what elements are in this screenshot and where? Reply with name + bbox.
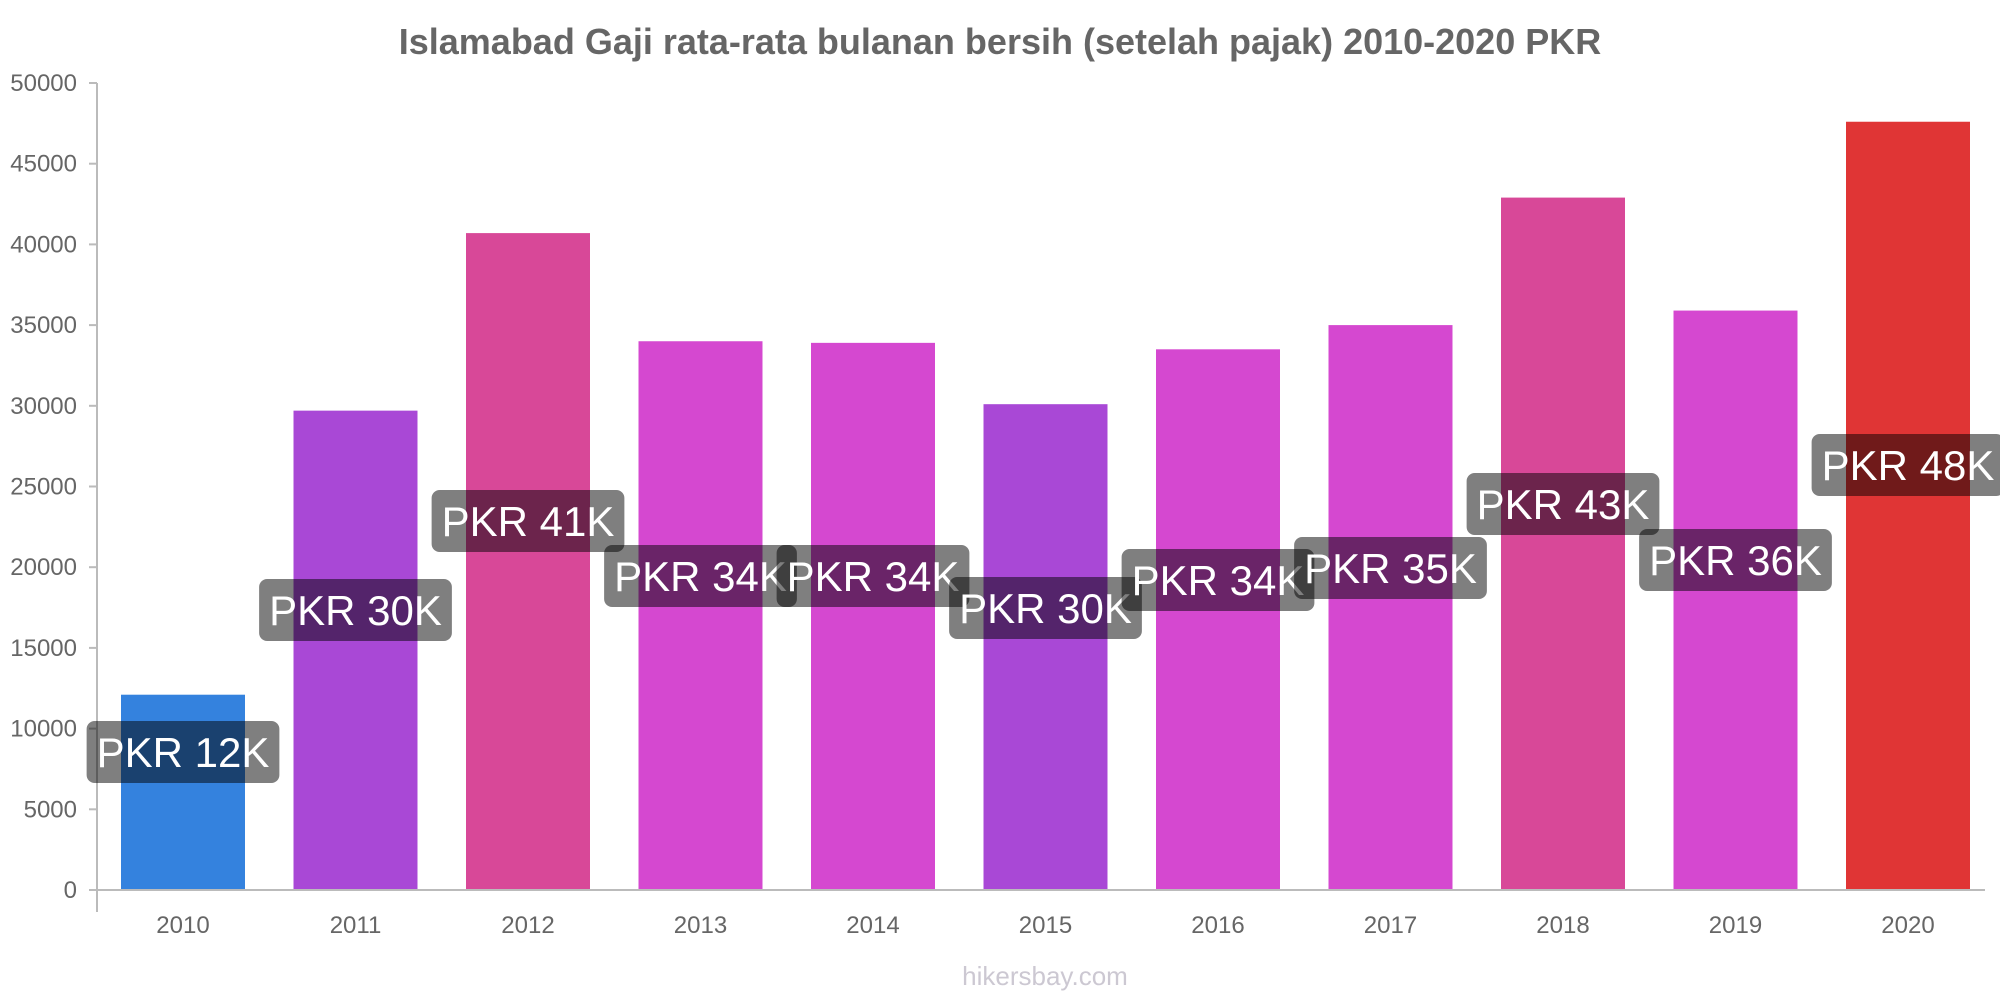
data-label-text: PKR 12K xyxy=(97,729,270,776)
data-label-box xyxy=(949,577,1142,639)
y-tick-label: 45000 xyxy=(10,151,77,178)
y-axis: 0 5000 10000 15000 20000 25000 30000 35000 40000… xyxy=(10,70,98,912)
x-tick-label: 2018 xyxy=(1536,912,1589,939)
chart-title: Islamabad Gaji rata-rata bulanan bersih … xyxy=(399,21,1602,62)
bar-2018 xyxy=(1501,197,1625,890)
x-tick-label: 2015 xyxy=(1019,912,1072,939)
y-tick-label: 30000 xyxy=(10,393,77,420)
bar-2015 xyxy=(983,404,1108,890)
data-label-box xyxy=(259,579,452,641)
y-tick-label: 15000 xyxy=(10,635,77,662)
y-tick-label: 40000 xyxy=(10,231,77,258)
data-label-box xyxy=(1639,529,1832,591)
data-label-box xyxy=(1811,434,2000,496)
data-label: PKR 34K xyxy=(604,545,797,607)
x-tick-label: 2013 xyxy=(674,912,727,939)
data-label-text: PKR 30K xyxy=(269,587,442,634)
data-label-box xyxy=(1466,473,1660,535)
data-label-text: PKR 34K xyxy=(1132,557,1305,604)
data-label-box xyxy=(1121,549,1315,611)
data-label-box xyxy=(86,721,280,783)
watermark: hikersbay.com xyxy=(962,961,1128,991)
data-label-box xyxy=(776,545,970,607)
bar-2011 xyxy=(293,410,418,890)
data-label: PKR 30K xyxy=(259,579,452,641)
data-label-text: PKR 36K xyxy=(1649,537,1822,584)
data-label: PKR 36K xyxy=(1639,529,1832,591)
bar-2020 xyxy=(1846,121,1970,890)
x-axis: 2010 2011 2012 2013 2014 2015 2016 2017 2018 2019… xyxy=(97,889,1985,939)
x-tick-label: 2017 xyxy=(1364,912,1417,939)
data-label: PKR 12K xyxy=(86,721,280,783)
data-label-text: PKR 35K xyxy=(1304,545,1477,592)
x-tick-label: 2016 xyxy=(1191,912,1244,939)
data-label: PKR 43K xyxy=(1466,473,1660,535)
bars xyxy=(121,121,1970,891)
data-label-text: PKR 30K xyxy=(959,585,1132,632)
y-tick-label: 5000 xyxy=(24,796,77,823)
y-tick-label: 10000 xyxy=(10,716,77,743)
data-label: PKR 34K xyxy=(1121,549,1315,611)
data-label-text: PKR 43K xyxy=(1477,481,1650,528)
data-label: PKR 41K xyxy=(431,490,625,552)
bar-2014 xyxy=(811,342,935,890)
data-label: PKR 48K xyxy=(1811,434,2000,496)
x-tick-label: 2010 xyxy=(156,912,209,939)
x-tick-label: 2019 xyxy=(1709,912,1762,939)
data-label-box xyxy=(431,490,625,552)
y-tick-label: 0 xyxy=(64,877,77,904)
x-tick-label: 2011 xyxy=(330,912,382,939)
data-label-box xyxy=(1294,537,1487,599)
bar-2012 xyxy=(466,233,590,891)
bar-2016 xyxy=(1156,349,1280,890)
data-label-text: PKR 34K xyxy=(787,553,960,600)
y-tick-label: 25000 xyxy=(10,474,77,501)
x-tick-label: 2020 xyxy=(1881,912,1934,939)
bar-2017 xyxy=(1328,325,1453,891)
data-label-text: PKR 41K xyxy=(442,498,615,545)
data-label-text: PKR 48K xyxy=(1822,442,1995,489)
x-tick-label: 2012 xyxy=(501,912,554,939)
y-tick-label: 50000 xyxy=(10,70,77,97)
data-label: PKR 34K xyxy=(776,545,970,607)
bar-2013 xyxy=(638,341,763,890)
data-label: PKR 30K xyxy=(949,577,1142,639)
x-tick-label: 2014 xyxy=(846,912,899,939)
data-label-text: PKR 34K xyxy=(614,553,787,600)
bar-2019 xyxy=(1673,310,1798,891)
y-tick-label: 35000 xyxy=(10,312,77,339)
data-label-box xyxy=(604,545,797,607)
data-label: PKR 35K xyxy=(1294,537,1487,599)
y-tick-label: 20000 xyxy=(10,554,77,581)
